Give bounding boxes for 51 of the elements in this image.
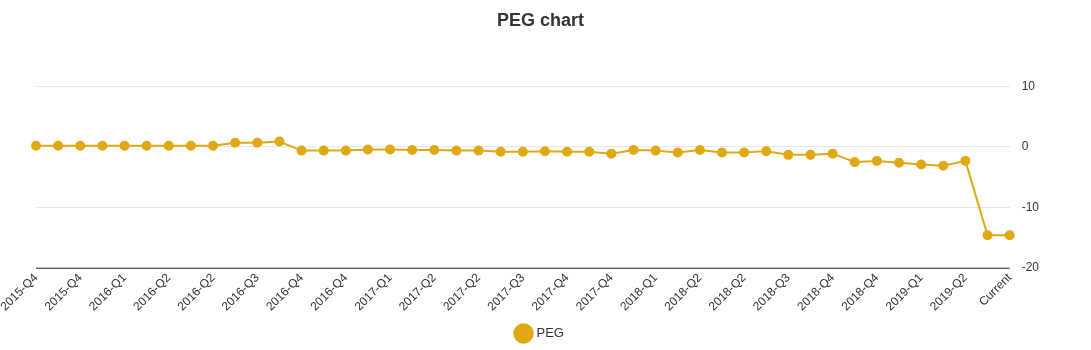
y-tick-label: 0: [1021, 139, 1029, 154]
point: [938, 160, 949, 171]
point: [31, 140, 42, 151]
point: [584, 146, 595, 157]
y-tick-label: -20: [1021, 260, 1040, 275]
point: [385, 144, 396, 155]
point: [960, 155, 971, 166]
point: [141, 140, 152, 151]
y-tick-label: -10: [1021, 199, 1040, 214]
point: [185, 140, 196, 151]
point: [429, 145, 440, 156]
point: [407, 145, 418, 156]
point: [97, 140, 108, 151]
chart-title: PEG chart: [496, 9, 585, 30]
point: [230, 137, 241, 148]
point: [562, 146, 573, 157]
point: [252, 137, 263, 148]
point: [982, 230, 993, 241]
point: [495, 146, 506, 157]
point: [650, 145, 661, 156]
point: [296, 145, 307, 156]
point: [761, 146, 772, 157]
point: [75, 140, 86, 151]
point: [517, 146, 528, 157]
point: [849, 157, 860, 168]
point: [694, 145, 705, 156]
point: [716, 147, 727, 158]
point: [672, 147, 683, 158]
legend-label: PEG: [536, 325, 564, 341]
point: [208, 140, 219, 151]
point: [827, 148, 838, 159]
point: [783, 149, 794, 160]
point: [451, 145, 462, 156]
point: [916, 159, 927, 170]
point: [53, 140, 64, 151]
point: [362, 144, 373, 155]
point: [628, 145, 639, 156]
point: [606, 148, 617, 159]
point: [163, 140, 174, 151]
y-tick-label: 10: [1021, 78, 1036, 93]
point: [119, 140, 130, 151]
point: [473, 145, 484, 156]
point: [318, 145, 329, 156]
point: [871, 155, 882, 166]
point: [805, 149, 816, 160]
point: [539, 146, 550, 157]
point: [274, 136, 285, 147]
point: [739, 147, 750, 158]
point: [1004, 230, 1015, 241]
point: [340, 145, 351, 156]
point: [894, 157, 905, 168]
